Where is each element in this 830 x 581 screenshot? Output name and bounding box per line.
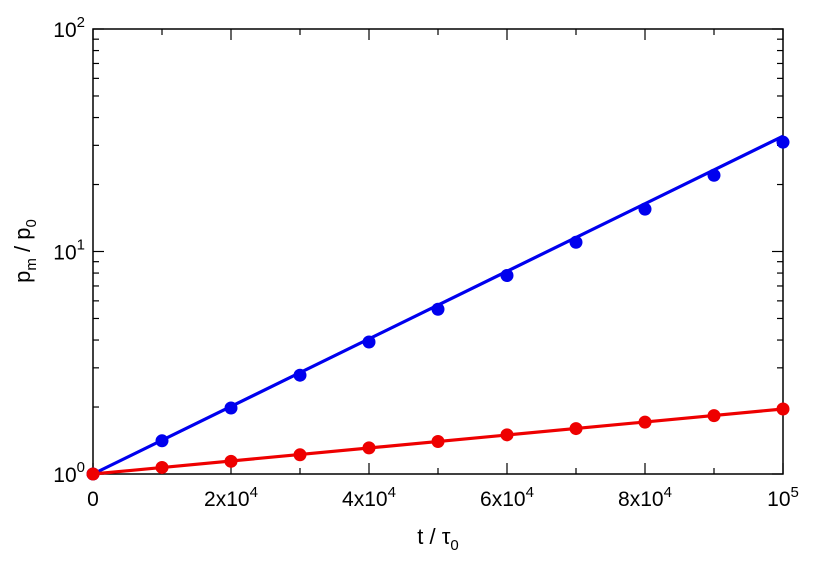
y-axis-label-sub-m: m <box>23 258 40 271</box>
y-tick-label-exp: 1 <box>77 237 85 254</box>
y-tick-label: 102 <box>53 14 85 42</box>
y-tick-label-base: 10 <box>53 19 76 42</box>
y-tick-label: 101 <box>53 237 85 265</box>
x-tick-label-base: 8x10 <box>618 488 664 511</box>
data-points <box>86 135 790 481</box>
x-tick-label-exp: 4 <box>388 484 396 501</box>
data-point-2 <box>776 402 790 416</box>
x-tick-labels: 0 2x104 4x104 6x104 8x104 105 <box>87 484 799 511</box>
x-tick-label-exp: 4 <box>250 484 258 501</box>
x-tick-label-base: 2x10 <box>204 488 250 511</box>
x-tick-label-base: 0 <box>87 488 99 511</box>
x-tick-label-base: 4x10 <box>342 488 388 511</box>
x-tick-label: 105 <box>767 484 799 511</box>
data-point-2 <box>500 428 514 442</box>
data-point-1 <box>224 401 238 415</box>
data-point-2 <box>362 441 376 455</box>
data-point-2 <box>707 409 721 423</box>
data-point-1 <box>431 302 445 316</box>
data-point-1 <box>776 135 790 149</box>
x-tick-label-exp: 4 <box>526 484 534 501</box>
x-tick-label-exp: 5 <box>791 484 799 501</box>
x-tick-label-base: 6x10 <box>480 488 526 511</box>
y-axis-label: pm / p0 <box>10 219 40 283</box>
x-tick-label: 0 <box>87 488 99 511</box>
x-axis-label-sub: 0 <box>450 537 458 554</box>
data-point-2 <box>293 448 307 462</box>
plot-frame <box>92 28 784 475</box>
x-tick-label: 6x104 <box>480 484 534 511</box>
y-tick-label: 100 <box>53 459 85 487</box>
axis-ticks <box>92 28 784 475</box>
y-tick-label-base: 10 <box>53 464 76 487</box>
x-tick-label-exp: 4 <box>664 484 672 501</box>
x-axis-label-main: t / τ <box>417 524 450 549</box>
y-axis-label-rest: / p <box>10 228 35 259</box>
data-point-2 <box>638 415 652 429</box>
data-point-1 <box>155 434 169 448</box>
y-axis-label-p: p <box>10 271 35 283</box>
data-point-1 <box>362 335 376 349</box>
data-point-2 <box>86 467 100 481</box>
data-point-2 <box>431 434 445 448</box>
y-tick-label-exp: 0 <box>77 459 85 476</box>
data-point-2 <box>155 460 169 474</box>
y-tick-label-exp: 2 <box>77 14 85 31</box>
x-tick-label: 2x104 <box>204 484 258 511</box>
data-point-1 <box>569 235 583 249</box>
data-point-1 <box>500 269 514 283</box>
data-point-1 <box>707 168 721 182</box>
data-point-2 <box>569 422 583 436</box>
x-axis-label: t / τ0 <box>417 524 458 554</box>
data-point-1 <box>293 368 307 382</box>
x-tick-label: 4x104 <box>342 484 396 511</box>
x-tick-label: 8x104 <box>618 484 672 511</box>
data-point-2 <box>224 454 238 468</box>
y-axis-label-sub-0: 0 <box>23 219 40 227</box>
y-tick-label-base: 10 <box>53 242 76 265</box>
data-point-1 <box>638 202 652 216</box>
x-tick-label-base: 10 <box>767 488 790 511</box>
